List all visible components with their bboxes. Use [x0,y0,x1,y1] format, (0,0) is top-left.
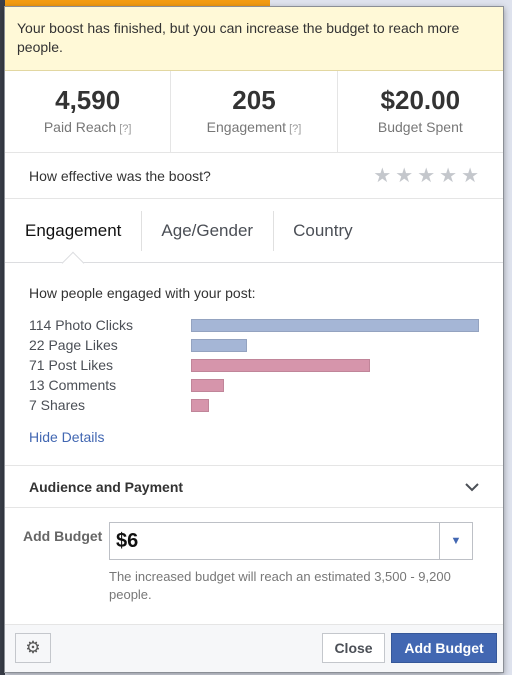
close-button[interactable]: Close [322,633,385,663]
budget-spent-value: $20.00 [380,85,461,115]
chevron-down-icon[interactable] [465,479,479,495]
star-icon[interactable]: ★ [395,164,414,187]
add-budget-button[interactable]: Add Budget [391,633,497,663]
post-likes-label: 71 Post Likes [29,357,114,373]
shares-track [191,398,479,412]
dialog-footer: ⚙ Close Add Budget [5,624,503,672]
engagement-help-icon[interactable]: [?] [289,123,302,135]
engagement-label-wrap: Engagement [?] [171,119,336,135]
paid-reach-help-icon[interactable]: [?] [119,123,132,135]
budget-amount-input[interactable] [110,523,440,559]
star-icon[interactable]: ★ [417,164,436,187]
engagement-row-shares: 7 Shares [29,395,479,415]
comments-track [191,378,479,392]
stat-engagement: 205 Engagement [?] [171,71,338,152]
backdrop-orange-strip [0,0,270,6]
photo-clicks-label: 114 Photo Clicks [29,317,134,333]
star-icon[interactable]: ★ [461,164,479,187]
tab-engagement[interactable]: Engagement [25,220,122,240]
engagement-row-photo-clicks: 114 Photo Clicks [29,315,479,335]
boost-results-dialog: Your boost has finished, but you can inc… [4,6,504,673]
settings-gear-button[interactable]: ⚙ [15,633,51,663]
stat-paid-reach: 4,590 Paid Reach [?] [5,71,172,152]
comments-label: 13 Comments [29,377,117,393]
page-likes-label: 22 Page Likes [29,337,118,353]
paid-reach-value: 4,590 [55,85,121,115]
engagement-value: 205 [232,85,276,115]
paid-reach-label-wrap: Paid Reach [?] [5,119,170,135]
rating-question: How effective was the boost? [29,167,211,184]
add-budget-label: Add Budget [23,528,103,544]
post-likes-bar [191,358,370,372]
hide-details-link[interactable]: Hide Details [29,429,105,445]
page-likes-track [191,338,479,352]
audience-payment-title: Audience and Payment [29,478,184,495]
stat-budget-spent: $20.00 Budget Spent [338,71,503,152]
backdrop-left-strip [0,0,5,675]
engagement-details: How people engaged with your post: 114 P… [5,263,503,466]
budget-dropdown-button[interactable]: ▼ [440,523,472,559]
boost-finished-notice: Your boost has finished, but you can inc… [5,7,503,71]
page-likes-bar [191,338,247,352]
engagement-bars: 114 Photo Clicks 22 Page Likes 71 Post L… [29,315,479,415]
budget-selector: ▼ [109,522,473,560]
engagement-label: Engagement [206,119,287,135]
paid-reach-label: Paid Reach [43,119,117,135]
caret-down-icon: ▼ [450,535,462,547]
engagement-row-page-likes: 22 Page Likes [29,335,479,355]
photo-clicks-track [191,318,479,332]
add-budget-controls: ▼ The increased budget will reach an est… [109,522,479,628]
rating-stars: ★ ★ ★ ★ ★ [373,166,479,186]
add-budget-section: Add Budget ▼ The increased budget will r… [5,508,503,628]
photo-clicks-bar [191,318,479,332]
comments-bar [191,378,224,392]
results-tabs: Engagement Age/Gender Country [5,199,503,275]
engagement-row-comments: 13 Comments [29,375,479,395]
audience-payment-header[interactable]: Audience and Payment [5,466,503,508]
shares-bar [191,398,209,412]
tab-country[interactable]: Country [273,199,373,262]
engagement-row-post-likes: 71 Post Likes [29,355,479,375]
tab-age-gender[interactable]: Age/Gender [141,199,273,262]
star-icon[interactable]: ★ [373,164,392,187]
budget-estimate-note: The increased budget will reach an estim… [109,569,451,602]
gear-icon: ⚙ [25,638,41,657]
budget-spent-label: Budget Spent [377,119,463,135]
post-likes-track [191,358,479,372]
engagement-details-title: How people engaged with your post: [29,285,256,301]
boost-rating: How effective was the boost? ★ ★ ★ ★ ★ [5,153,503,199]
star-icon[interactable]: ★ [439,164,458,187]
stats-row: 4,590 Paid Reach [?] 205 Engagement [?] $2… [5,71,503,153]
shares-label: 7 Shares [29,397,86,413]
